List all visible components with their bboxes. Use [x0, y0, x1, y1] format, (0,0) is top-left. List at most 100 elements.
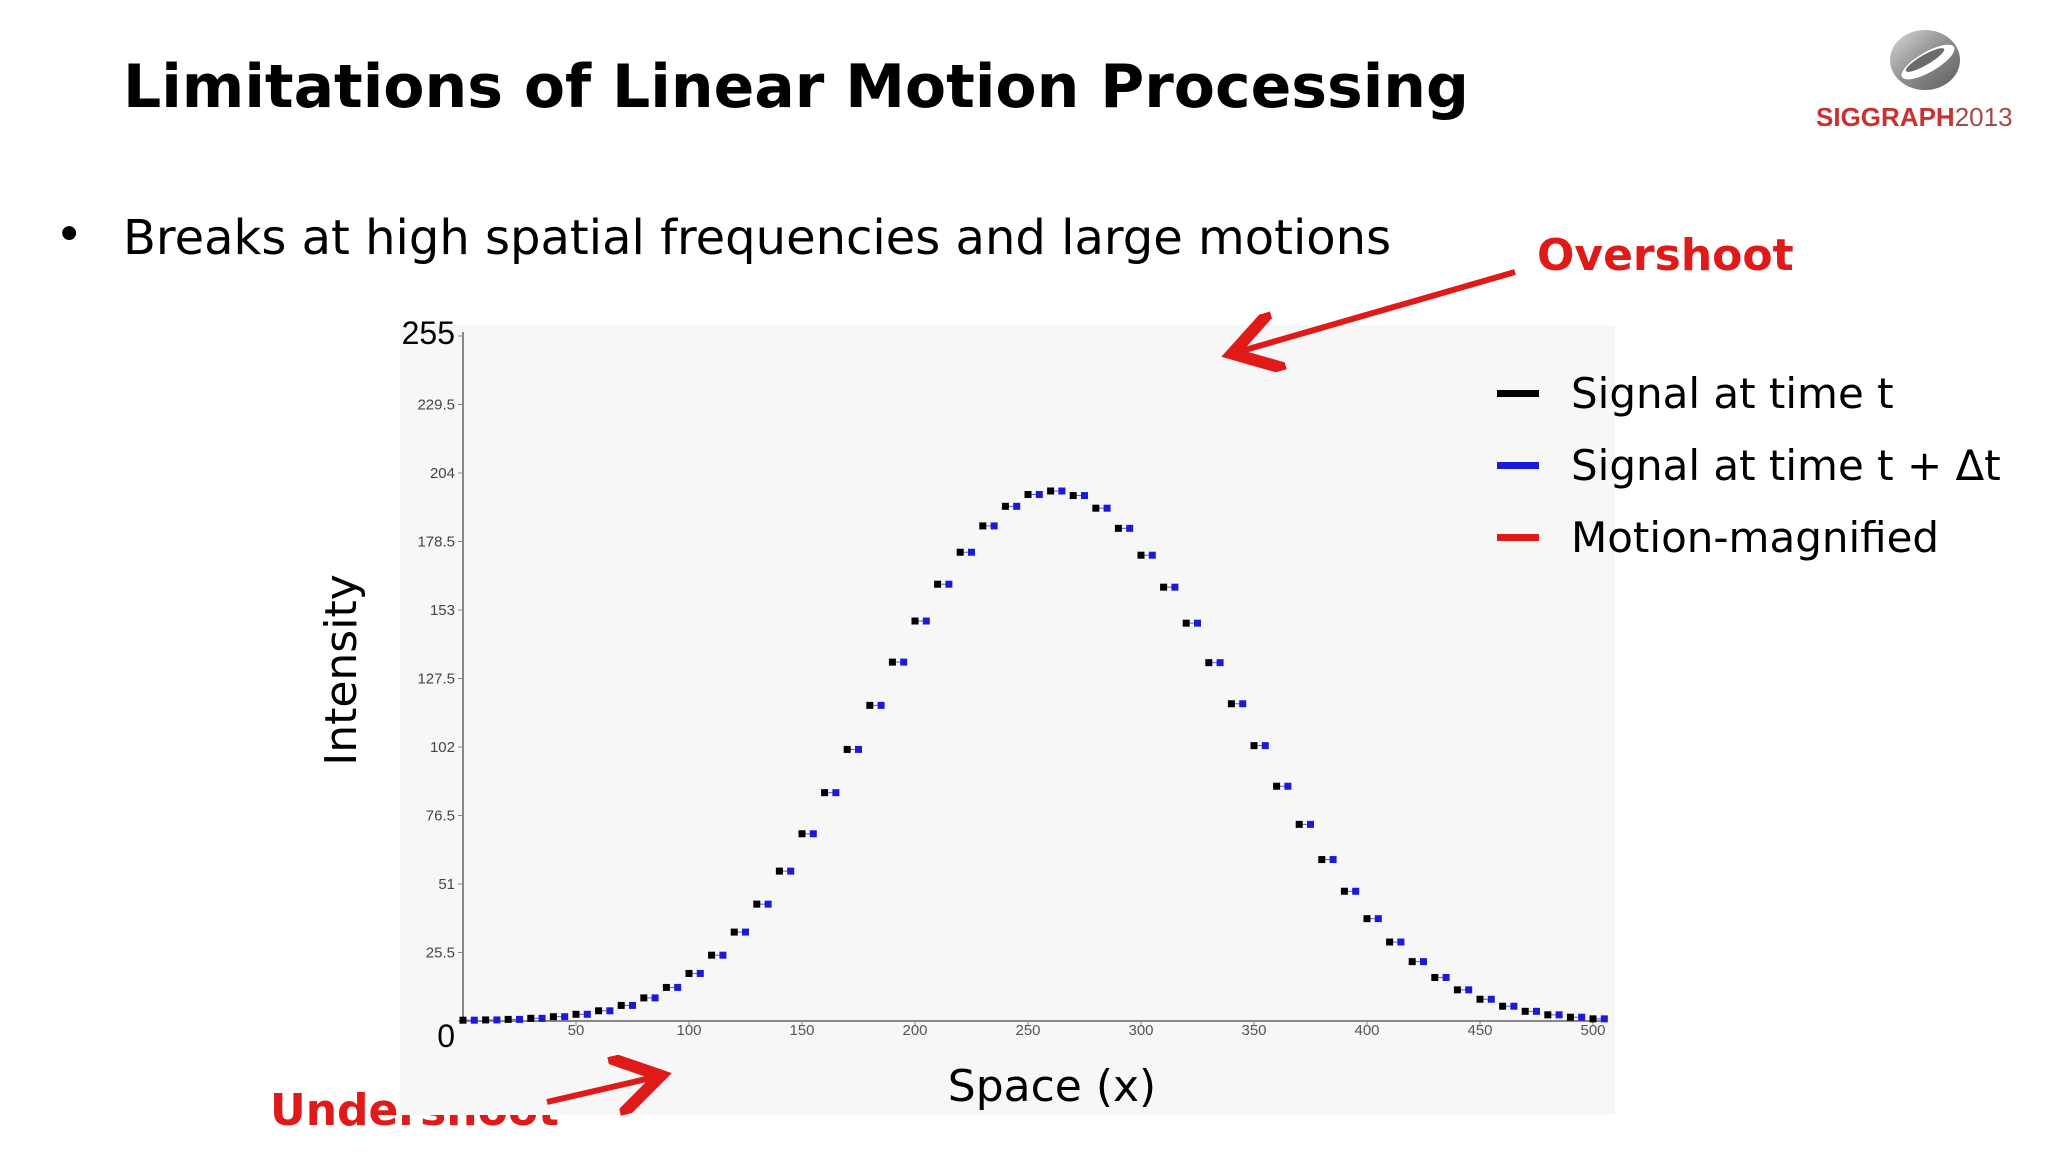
- bullet-marker: •: [55, 207, 84, 263]
- signal-t-dt-point: [1465, 986, 1473, 994]
- siggraph-swirl-icon: [1890, 30, 1960, 90]
- x-tick-label: 350: [1241, 1022, 1266, 1039]
- signal-t-point: [572, 1010, 580, 1018]
- x-tick-label: 400: [1354, 1022, 1379, 1039]
- siggraph-logo: SIGGRAPH2013: [1800, 20, 2040, 140]
- signal-t-point: [1001, 502, 1009, 510]
- signal-t-dt-point: [1555, 1011, 1563, 1019]
- overshoot-arrow: [1238, 269, 1516, 352]
- signal-t-point: [1589, 1015, 1597, 1023]
- signal-t-point: [1160, 583, 1168, 591]
- signal-t-dt-point: [1533, 1007, 1540, 1015]
- signal-t-dt-point: [561, 1013, 569, 1021]
- legend-signal-t-dt-swatch: [1497, 462, 1539, 469]
- legend-signal-t-dt-label: Signal at time t + Δt: [1571, 441, 2001, 490]
- y-tick-label: 127.5: [417, 671, 455, 688]
- plot-background: [400, 325, 1615, 1115]
- signal-t-point: [1340, 887, 1348, 895]
- signal-t-dt-point: [1307, 820, 1314, 828]
- signal-t-point: [1273, 782, 1281, 790]
- signal-t-dt-point: [787, 867, 795, 875]
- signal-t-point: [821, 789, 829, 797]
- undershoot-arrow: [546, 1077, 655, 1102]
- signal-t-point: [1453, 986, 1461, 994]
- signal-t-point: [662, 983, 670, 991]
- signal-t-dt-point: [1013, 502, 1021, 510]
- x-tick-label: 250: [1015, 1022, 1040, 1039]
- signal-t-dt-point: [470, 1016, 478, 1024]
- signal-t-point: [1227, 700, 1235, 708]
- signal-t-dt-point: [538, 1014, 546, 1022]
- slide-title: Limitations of Linear Motion Processing: [123, 52, 1469, 122]
- y-tick-label: 51: [438, 876, 455, 893]
- signal-t-dt-point: [1510, 1002, 1518, 1010]
- signal-t-point: [1408, 958, 1416, 966]
- x-tick-label: 450: [1467, 1022, 1492, 1039]
- signal-t-point: [1092, 504, 1100, 512]
- signal-t-point: [1318, 856, 1326, 864]
- y-tick-label: 153: [430, 602, 455, 619]
- signal-t-dt-point: [719, 951, 727, 959]
- signal-t-point: [1137, 551, 1145, 559]
- signal-t-point: [1476, 995, 1484, 1003]
- logo-brand: SIGGRAPH: [1816, 102, 1955, 132]
- signal-t-dt-point: [1081, 492, 1088, 500]
- signal-t-point: [1205, 659, 1213, 667]
- signal-t-dt-point: [900, 658, 908, 666]
- signal-t-point: [753, 900, 761, 908]
- signal-t-dt-point: [990, 522, 998, 530]
- signal-t-dt-point: [764, 900, 772, 908]
- signal-t-dt-point: [922, 617, 930, 625]
- x-tick-label: 500: [1580, 1022, 1605, 1039]
- signal-t-dt-point: [809, 830, 817, 838]
- signal-t-point: [1431, 973, 1439, 981]
- signal-t-dt-point: [1329, 856, 1337, 864]
- signal-t-dt-point: [583, 1010, 591, 1018]
- x-tick-label: 150: [789, 1022, 814, 1039]
- signal-t-point: [1295, 820, 1303, 828]
- signal-t-dt-point: [1487, 995, 1495, 1003]
- signal-t-point: [595, 1007, 603, 1015]
- y-axis-label: Intensity: [316, 574, 367, 766]
- signal-t-dt-point: [606, 1007, 614, 1015]
- signal-t-dt-point: [1194, 619, 1201, 627]
- signal-t-dt-point: [1397, 938, 1405, 946]
- signal-t-point: [1069, 492, 1077, 500]
- signal-t-dt-point: [1284, 782, 1292, 790]
- y-tick-label: 178.5: [417, 534, 455, 551]
- signal-t-dt-point: [696, 969, 704, 977]
- signal-t-point: [1047, 487, 1055, 495]
- signal-t-dt-point: [1239, 700, 1247, 708]
- signal-t-point: [1566, 1013, 1574, 1021]
- signal-t-point: [775, 867, 783, 875]
- x-tick-label: 200: [902, 1022, 927, 1039]
- logo-year: 2013: [1954, 102, 2013, 132]
- signal-t-point: [617, 1001, 625, 1009]
- x-axis-label: Space (x): [948, 1061, 1156, 1112]
- logo-text: SIGGRAPH2013: [1816, 102, 2013, 133]
- signal-t-point: [1363, 915, 1371, 923]
- legend-signal-t-label: Signal at time t: [1571, 369, 1894, 418]
- signal-t-dt-point: [945, 580, 953, 588]
- signal-t-point: [527, 1014, 535, 1022]
- signal-t-dt-point: [1420, 958, 1427, 966]
- signal-t-point: [708, 951, 716, 959]
- overshoot-label: Overshoot: [1537, 230, 1794, 281]
- signal-t-dt-point: [1261, 742, 1269, 750]
- signal-t-dt-point: [629, 1001, 636, 1009]
- signal-t-dt-point: [832, 789, 840, 797]
- signal-t-dt-point: [1600, 1015, 1608, 1023]
- x-tick-label: 300: [1128, 1022, 1153, 1039]
- signal-t-point: [866, 701, 874, 709]
- signal-t-dt-point: [855, 745, 862, 753]
- signal-t-dt-point: [1578, 1013, 1586, 1021]
- y-tick-label: 102: [430, 739, 455, 756]
- signal-t-point: [459, 1016, 467, 1024]
- signal-t-point: [888, 658, 896, 666]
- signal-t-point: [934, 580, 942, 588]
- y-tick-label: 76.5: [426, 808, 455, 825]
- signal-t-dt-point: [968, 548, 975, 556]
- signal-t-point: [730, 928, 738, 936]
- y-tick-label: 0: [437, 1018, 455, 1054]
- signal-t-point: [911, 617, 919, 625]
